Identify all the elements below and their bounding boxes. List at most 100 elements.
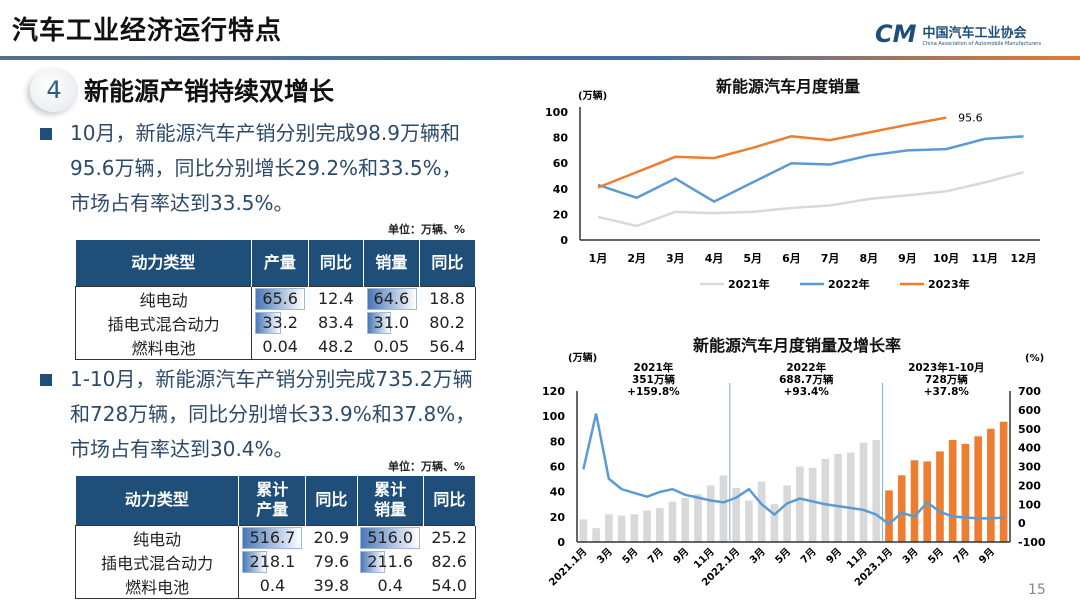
bar [681,497,690,542]
x-tick-label: 7月 [798,546,818,566]
logo-mark: CM [875,20,917,48]
table-cell: 0.04 [262,337,298,356]
x-tick-label: 1月 [589,252,608,265]
data-bar [366,311,391,334]
series-line-2022年 [597,135,1024,204]
bar [783,485,791,542]
x-tick-label: 2月 [627,252,646,265]
header-cell: 产量 [251,240,309,286]
table-row: 插电式混合动力 33.2 83.4 31.0 80.2 [75,310,476,335]
table-cell: 纯电动 [75,286,253,311]
x-tick-label: 4月 [705,252,724,265]
bar [948,440,957,542]
table-cell: 0.4 [259,576,286,595]
legend-label: 2023年 [928,277,970,291]
header-cell: 同比 [423,476,477,525]
y-tick-label: 60 [550,461,566,474]
table-cell: 插电式混合动力 [75,310,253,335]
y-tick-label: 80 [553,132,569,145]
table-cell: 插电式混合动力 [75,549,240,574]
bar [643,510,651,542]
table-row: 纯电动 516.7 20.9 516.0 25.2 [75,525,476,550]
table-cell: 218.1 [239,550,306,574]
x-tick-label: 5月 [620,546,640,566]
table-cell: 48.2 [318,337,354,356]
y-tick-label: 0 [557,536,565,549]
y-tick-label: 0 [560,234,568,247]
header-cell: 同比 [308,240,365,286]
table-cell: 82.6 [431,552,467,571]
cumulative-table: 动力类型 累计 产量 同比 累计 销量 同比 纯电动 516.7 20.9 516.0 25.2 插电式… [75,476,477,599]
table-cell: 25.2 [431,528,467,547]
data-bar [366,287,417,310]
bar [987,428,995,542]
bar [605,514,613,542]
monthly-sales-growth-chart: (万辆) (%) 0 20 40 60 80 100 120 -100 0 100 200 300 400 5… [542,351,1046,588]
table-cell: 79.6 [313,552,350,571]
bar [821,458,830,542]
y-tick-label: 40 [550,486,566,499]
x-tick-label: 3月 [900,546,920,566]
chart2-title: 新能源汽车月度销量及增长率 [693,336,902,355]
legend-label: 2021年 [728,277,770,291]
x-tick-label: 5月 [926,546,946,566]
bar [757,481,766,542]
y-tick-label: 120 [542,385,565,398]
x-tick-label: 9月 [824,546,844,566]
x-tick-label: 3月 [747,546,767,566]
x-tick-label: 12月 [1010,252,1036,265]
header-cell: 同比 [419,240,477,286]
y-tick-label: 40 [553,183,569,196]
bar [770,504,779,542]
bar [745,500,753,542]
table-cell: 56.4 [429,337,465,356]
y-tick-label: 80 [550,435,566,448]
table-cell: 33.2 [252,311,308,335]
table-cell: 12.4 [318,289,354,308]
x-tick-label: 3月 [666,252,685,265]
bullet-monthly: 10月，新能源汽车产销分别完成98.9万辆和95.6万辆，同比分别增长29.2%… [40,116,480,221]
table-row: 燃料电池 0.4 39.8 0.4 54.0 [75,573,476,598]
bar [846,452,855,542]
data-bar [255,287,306,310]
y2-tick-label: 400 [1018,442,1041,455]
header-cell: 动力类型 [75,476,240,525]
data-bar [242,550,268,573]
period-total: 351万辆 [632,373,675,386]
bar [999,421,1008,542]
table-cell: 83.4 [318,313,354,332]
bar [719,475,728,542]
logo-cn: 中国汽车工业协会 [922,25,1027,41]
bar [732,487,741,542]
table-row: 纯电动 65.6 12.4 64.6 18.8 [75,286,476,311]
table-cell: 516.0 [357,525,423,550]
y-tick-label: 100 [545,106,568,119]
table-cell: 31.0 [364,311,420,335]
x-tick-label: 7月 [645,546,665,566]
data-bar [255,311,281,334]
slide-title: 汽车工业经济运行特点 [12,16,283,46]
table-cell: 64.6 [364,286,420,311]
y2-tick-label: 500 [1018,423,1041,436]
bar [592,528,600,542]
monthly-table: 动力类型 产量 同比 销量 同比 纯电动 65.6 12.4 64.6 18.8 插电式混合动力 33… [75,240,477,360]
data-bar [360,526,420,549]
period-total: 728万辆 [925,373,968,386]
x-tick-label: 9月 [898,252,917,265]
y2-tick-label: 700 [1018,385,1041,398]
logo-en: China Association of Automobile Manufact… [922,40,1042,47]
x-tick-label: 9月 [671,546,691,566]
monthly-sales-line-chart: (万辆) 0 20 40 60 80 100 1月 2月 3月 4月 5月 6月 7月 8月 9月 10月 11月… [545,89,1040,291]
table-cell: 燃料电池 [75,573,240,598]
table1-unit: 单位：万辆、% [388,223,466,236]
x-tick-label: 8月 [859,252,878,265]
table-row: 插电式混合动力 218.1 79.6 211.6 82.6 [75,549,476,574]
y-axis-label: (万辆) [568,351,597,364]
table-cell: 39.8 [313,576,350,595]
bar [579,519,588,542]
legend-label: 2022年 [828,277,870,291]
table-row: 燃料电池 0.04 48.2 0.05 56.4 [75,334,476,359]
header-divider [0,56,1080,60]
y2-tick-label: 300 [1018,461,1041,474]
section-heading: 新能源产销持续双增长 [84,77,335,106]
